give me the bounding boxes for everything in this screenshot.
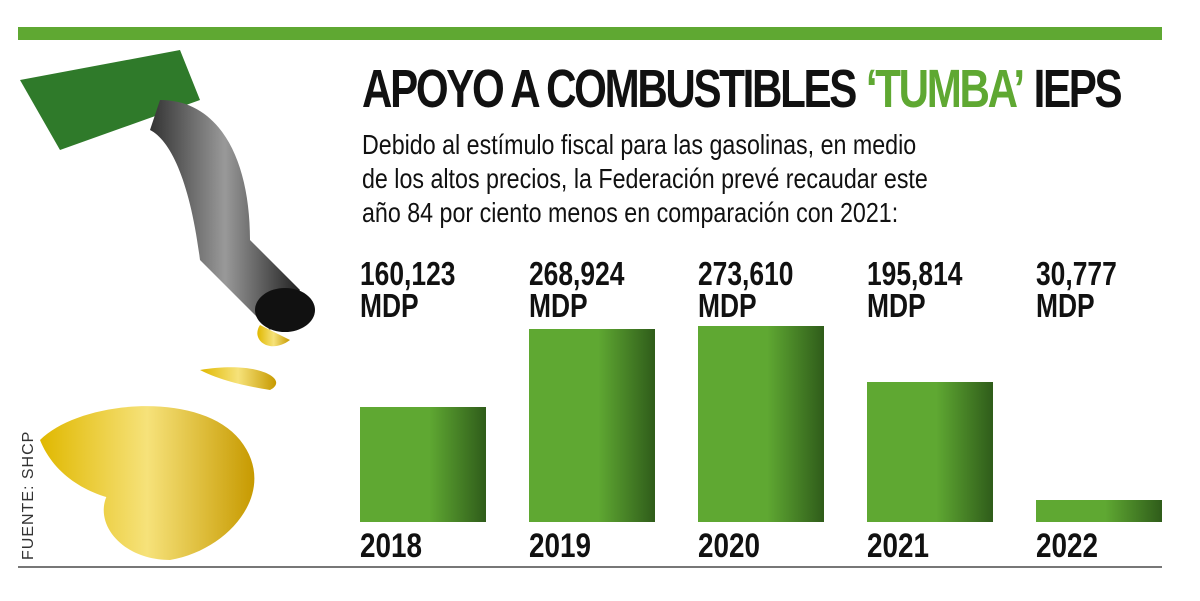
value-label: 195,814 MDP	[867, 255, 963, 324]
subtitle: Debido al estímulo fiscal para las gasol…	[362, 129, 928, 228]
nozzle-illustration	[20, 50, 315, 560]
bottom-rule	[18, 566, 1162, 568]
value-label: 30,777 MDP	[1036, 255, 1117, 324]
chart-title: APOYO A COMBUSTIBLES ‘TUMBA’ IEPS	[362, 58, 1131, 120]
bar	[529, 329, 655, 522]
bar	[698, 325, 824, 522]
x-tick-label: 2021	[867, 527, 930, 565]
bar	[360, 407, 486, 522]
x-tick-label: 2019	[529, 527, 592, 565]
value-label: 268,924 MDP	[529, 255, 625, 324]
title-part: IEPS	[1033, 59, 1123, 119]
bar	[1036, 499, 1162, 522]
x-tick-label: 2020	[698, 527, 761, 565]
title-highlight: ‘TUMBA’	[865, 59, 1025, 119]
title-part: APOYO A COMBUSTIBLES	[362, 59, 857, 119]
top-rule	[18, 27, 1162, 40]
value-label: 273,610 MDP	[698, 255, 794, 324]
x-tick-label: 2018	[360, 527, 423, 565]
x-tick-label: 2022	[1036, 527, 1099, 565]
bar	[867, 381, 993, 522]
value-label: 160,123 MDP	[360, 255, 456, 324]
source: FUENTE: SHCP	[20, 430, 37, 560]
